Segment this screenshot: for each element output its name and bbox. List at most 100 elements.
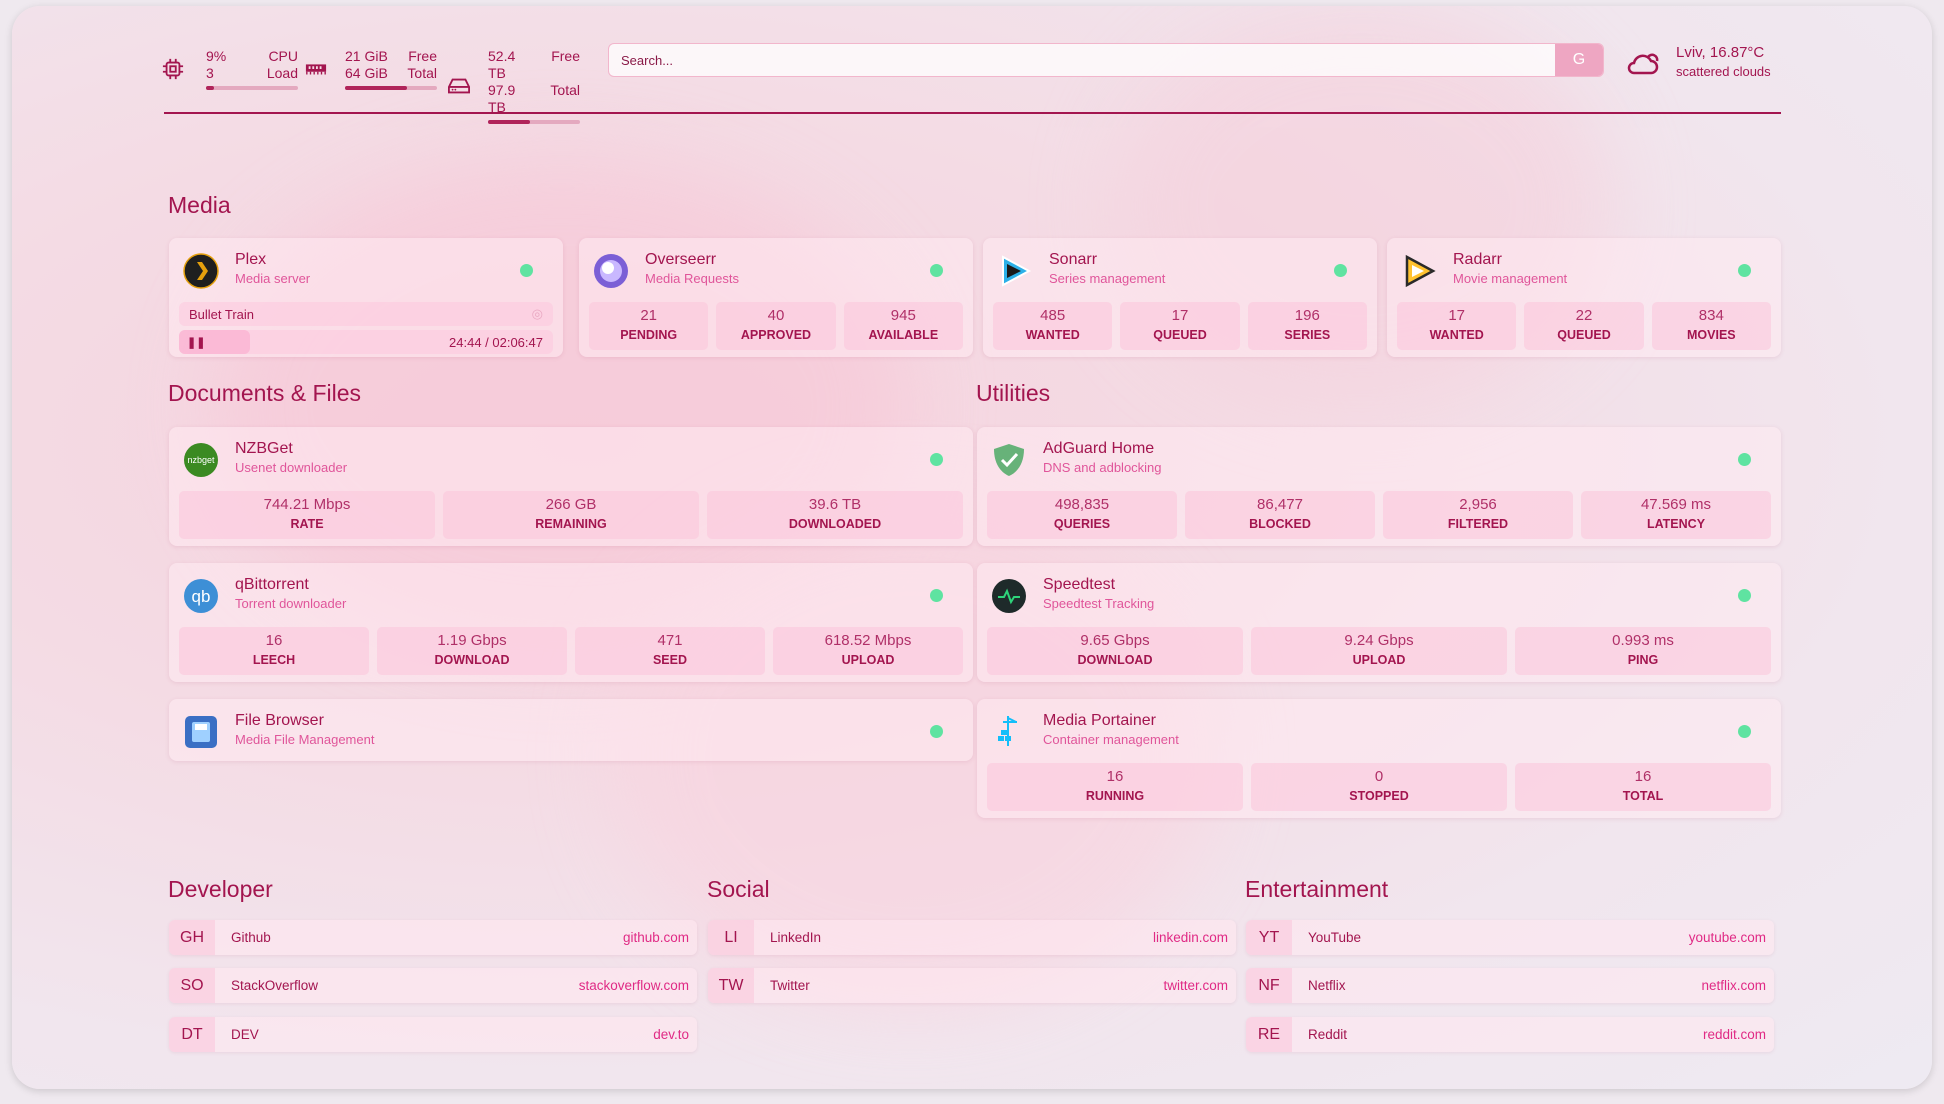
stat-movies: 834 MOVIES xyxy=(1651,302,1771,350)
cpu-widget: 9% CPU 3 Load xyxy=(162,48,298,90)
portainer-icon xyxy=(998,716,1017,746)
svg-text:qb: qb xyxy=(192,587,211,606)
section-heading-developer: Developer xyxy=(168,876,273,902)
bookmark-dev[interactable]: DT DEV dev.to xyxy=(169,1017,697,1052)
status-dot xyxy=(1334,264,1347,277)
bookmark-name: LinkedIn xyxy=(770,930,822,945)
bookmark-stackoverflow[interactable]: SO StackOverflow stackoverflow.com xyxy=(169,968,697,1003)
stat-queries: 498,835 QUERIES xyxy=(987,491,1177,539)
weather-condition: scattered clouds xyxy=(1676,64,1771,79)
stat-available: 945 AVAILABLE xyxy=(843,302,963,350)
stat-value: 498,835 xyxy=(1054,496,1110,513)
free-label: Free xyxy=(551,48,580,64)
service-subtitle: Usenet downloader xyxy=(235,460,348,475)
service-stats: 21 PENDING 40 APPROVED 945 AVAILABLE xyxy=(589,302,963,350)
stat-label: WANTED xyxy=(1429,328,1484,342)
stat-label: PENDING xyxy=(620,328,678,342)
plex-icon xyxy=(183,253,219,289)
cloud-icon xyxy=(1627,53,1659,74)
service-card-nzbget[interactable]: nzbget NZBGet Usenet downloader 744.21 Mb… xyxy=(169,427,973,546)
stat-value: 9.65 Gbps xyxy=(1080,632,1150,649)
svg-text:nzbget: nzbget xyxy=(187,455,215,465)
service-card-file-browser[interactable]: File Browser Media File Management xyxy=(169,699,973,761)
service-card-overseerr[interactable]: Overseerr Media Requests 21 PENDING 40 APPRO… xyxy=(579,238,973,357)
bookmark-reddit[interactable]: RE Reddit reddit.com xyxy=(1246,1017,1774,1052)
pause-icon[interactable]: ❚❚ xyxy=(179,330,250,354)
file-browser-icon xyxy=(185,716,217,748)
service-card-qbittorrent[interactable]: qb qBittorrent Torrent downloader 16 LEECH… xyxy=(169,563,973,682)
bookmark-abbr: YT xyxy=(1246,920,1292,955)
bookmark-github[interactable]: GH Github github.com xyxy=(169,920,697,955)
stat-upload: 618.52 Mbps UPLOAD xyxy=(773,627,963,675)
service-card-media-portainer[interactable]: Media Portainer Container management 16 RU… xyxy=(977,699,1781,818)
search-provider-button[interactable]: G xyxy=(1555,44,1603,76)
stat-leech: 16 LEECH xyxy=(179,627,369,675)
cpu-icon xyxy=(162,58,184,80)
stat-value: 266 GB xyxy=(545,496,597,513)
service-card-sonarr[interactable]: Sonarr Series management 485 WANTED 17 QUEUE… xyxy=(983,238,1377,357)
stat-series: 196 SERIES xyxy=(1247,302,1367,350)
stat-value: 744.21 Mbps xyxy=(263,496,351,513)
search-input[interactable] xyxy=(609,44,1555,76)
service-subtitle: Container management xyxy=(1043,732,1179,747)
stat-value: 39.6 TB xyxy=(808,496,862,513)
cpu-bar xyxy=(206,86,298,90)
bookmark-twitter[interactable]: TW Twitter twitter.com xyxy=(708,968,1236,1003)
bookmark-youtube[interactable]: YT YouTube youtube.com xyxy=(1246,920,1774,955)
speedtest-icon xyxy=(992,579,1026,613)
stat-value: 22 xyxy=(1575,307,1593,324)
service-card-plex[interactable]: Plex Media server Bullet Train ◎ ❚❚ 24:44 … xyxy=(169,238,563,357)
stat-value: 17 xyxy=(1171,307,1189,324)
bookmark-linkedin[interactable]: LI LinkedIn linkedin.com xyxy=(708,920,1236,955)
bookmark-netflix[interactable]: NF Netflix netflix.com xyxy=(1246,968,1774,1003)
stat-label: LEECH xyxy=(252,653,296,667)
service-subtitle: Movie management xyxy=(1453,271,1568,286)
stat-remaining: 266 GB REMAINING xyxy=(443,491,699,539)
disk-icon xyxy=(448,78,470,94)
stat-value: 16 xyxy=(1634,768,1652,785)
bookmark-url[interactable]: dev.to xyxy=(653,1027,689,1042)
disk-total: 97.9 TB xyxy=(488,82,516,115)
bookmark-url[interactable]: reddit.com xyxy=(1702,1027,1766,1042)
service-card-radarr[interactable]: Radarr Movie management 17 WANTED 22 QUEUED 8… xyxy=(1387,238,1781,357)
stat-stopped: 0 STOPPED xyxy=(1251,763,1507,811)
stat-value: 196 xyxy=(1294,307,1320,324)
service-card-speedtest[interactable]: Speedtest Speedtest Tracking 9.65 Gbps DOW… xyxy=(977,563,1781,682)
service-stats: 16 LEECH 1.19 Gbps DOWNLOAD 471 SEED 618.52 Mb… xyxy=(179,627,963,675)
bookmark-abbr: DT xyxy=(169,1017,215,1052)
stat-value: 0 xyxy=(1374,768,1384,785)
memory-total: 64 GiB xyxy=(345,65,388,81)
bookmark-url[interactable]: linkedin.com xyxy=(1152,930,1228,945)
bookmark-abbr: NF xyxy=(1246,968,1292,1003)
stat-value: 2,956 xyxy=(1459,496,1497,513)
cpu-usage: 9% xyxy=(206,48,227,64)
stat-label: DOWNLOAD xyxy=(1077,653,1153,667)
bookmark-url[interactable]: youtube.com xyxy=(1688,930,1766,945)
service-subtitle: Speedtest Tracking xyxy=(1043,596,1155,611)
memory-icon xyxy=(305,64,327,75)
search-box: G xyxy=(608,43,1604,77)
cpu-load: 3 xyxy=(206,65,214,81)
stat-queued: 22 QUEUED xyxy=(1524,302,1644,350)
bookmark-url[interactable]: netflix.com xyxy=(1701,978,1766,993)
service-title: Speedtest xyxy=(1043,576,1116,593)
stat-wanted: 17 WANTED xyxy=(1397,302,1517,350)
service-title: Sonarr xyxy=(1049,251,1098,268)
service-subtitle: Media File Management xyxy=(235,732,375,747)
stat-value: 485 xyxy=(1040,307,1066,324)
service-card-adguard-home[interactable]: AdGuard Home DNS and adblocking 498,835 QU… xyxy=(977,427,1781,546)
status-dot xyxy=(930,589,943,602)
bookmark-url[interactable]: stackoverflow.com xyxy=(578,978,689,993)
service-title: Overseerr xyxy=(645,251,717,268)
bookmark-abbr: RE xyxy=(1246,1017,1292,1052)
bookmark-url[interactable]: github.com xyxy=(622,930,689,945)
status-dot xyxy=(930,725,943,738)
bookmark-url[interactable]: twitter.com xyxy=(1163,978,1228,993)
stat-value: 945 xyxy=(890,307,916,324)
service-subtitle: Media server xyxy=(235,271,311,286)
bookmark-abbr: TW xyxy=(708,968,754,1003)
stat-value: 16 xyxy=(265,632,283,649)
disk-free: 52.4 TB xyxy=(488,48,516,81)
stat-download: 1.19 Gbps DOWNLOAD xyxy=(377,627,567,675)
stat-label: BLOCKED xyxy=(1249,517,1311,531)
